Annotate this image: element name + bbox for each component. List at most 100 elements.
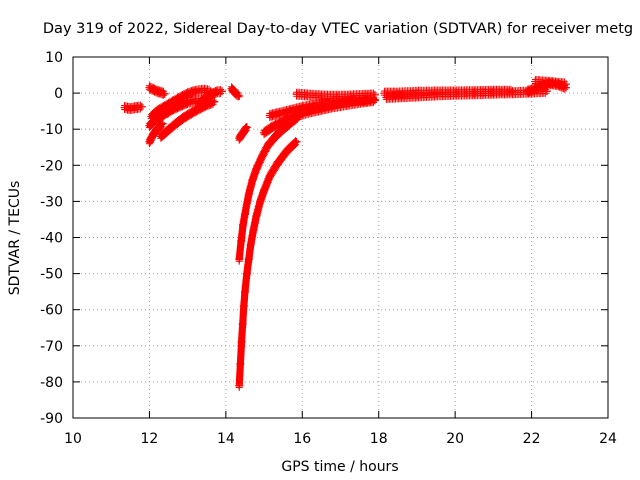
x-axis-label: GPS time / hours — [281, 459, 398, 475]
data-point — [265, 111, 274, 120]
data-point — [198, 86, 207, 95]
data-point — [542, 78, 551, 87]
data-point — [302, 90, 311, 99]
series-arc-k — [235, 137, 301, 391]
data-point — [195, 99, 204, 108]
series-arc-i — [235, 123, 251, 144]
series-arc-a — [120, 101, 146, 115]
data-point — [176, 101, 184, 110]
data-point — [156, 132, 165, 141]
y-axis-label: SDTVAR / TECUs — [7, 181, 23, 296]
data-point — [554, 79, 563, 88]
data-point — [235, 134, 244, 143]
data-point — [145, 83, 154, 92]
data-point — [321, 99, 330, 108]
y-tick-label: -90 — [40, 411, 63, 427]
data-point — [523, 87, 532, 96]
data-point — [244, 190, 253, 199]
y-tick-label: -60 — [40, 303, 63, 319]
data-point — [470, 87, 479, 96]
data-point — [380, 89, 389, 98]
data-point — [263, 141, 272, 150]
data-point — [451, 88, 460, 97]
x-tick-label: 20 — [446, 431, 464, 447]
data-point — [260, 128, 269, 137]
data-point — [332, 92, 341, 101]
data-point — [160, 110, 169, 119]
data-point — [187, 108, 196, 117]
data-point — [317, 91, 326, 100]
data-point — [292, 90, 301, 99]
data-point — [212, 88, 221, 97]
data-point — [275, 119, 284, 128]
axis-ticks: 10 12 14 16 18 20 22 24 10 0 -10 -20 -30 -40 -50 -60 -70… — [40, 50, 617, 447]
series-arc-p — [380, 85, 517, 99]
series-arc-r — [531, 76, 570, 90]
x-tick-label: 22 — [523, 431, 541, 447]
data-point — [132, 103, 141, 112]
data-point — [153, 125, 162, 134]
data-point — [265, 172, 274, 181]
data-point — [237, 237, 246, 246]
data-point — [137, 102, 146, 111]
data-point — [218, 87, 227, 96]
data-point — [237, 338, 246, 347]
data-point — [153, 87, 162, 96]
data-point — [363, 91, 372, 100]
data-point — [246, 240, 255, 249]
y-tick-label: -20 — [40, 158, 63, 174]
x-tick-label: 24 — [599, 431, 617, 447]
data-point — [145, 121, 154, 130]
data-point — [393, 89, 402, 98]
data-point — [275, 109, 284, 118]
data-point — [256, 197, 265, 206]
y-tick-label: 10 — [45, 50, 63, 66]
data-point — [240, 287, 249, 296]
data-point — [370, 90, 379, 99]
data-point — [508, 87, 517, 96]
data-point — [153, 114, 162, 123]
data-points — [120, 76, 570, 391]
data-point — [252, 211, 261, 220]
data-point — [531, 77, 540, 86]
data-point — [271, 132, 280, 141]
data-point — [158, 119, 167, 128]
data-point — [168, 105, 177, 114]
data-point — [239, 302, 248, 311]
data-point — [242, 123, 251, 132]
data-point — [238, 320, 247, 329]
data-point — [260, 186, 269, 195]
data-point — [283, 115, 291, 124]
data-point — [283, 146, 291, 155]
data-point — [191, 87, 200, 96]
data-point — [149, 85, 158, 94]
data-point — [309, 101, 318, 110]
x-tick-label: 12 — [141, 431, 159, 447]
y-tick-label: -10 — [40, 122, 63, 138]
data-point — [298, 103, 307, 112]
data-point — [244, 255, 253, 264]
data-point — [347, 91, 356, 100]
y-tick-label: -30 — [40, 194, 63, 210]
data-point — [258, 152, 267, 161]
data-point — [561, 80, 570, 89]
x-tick-label: 18 — [370, 431, 388, 447]
data-point — [206, 90, 215, 99]
data-point — [179, 113, 188, 122]
data-point — [249, 226, 258, 235]
data-point — [240, 210, 249, 219]
x-tick-label: 10 — [64, 431, 82, 447]
data-point — [227, 84, 236, 93]
x-tick-label: 14 — [217, 431, 235, 447]
data-point — [412, 88, 421, 97]
data-point — [235, 255, 244, 264]
series-arc-g — [195, 86, 227, 110]
data-point — [164, 125, 173, 134]
y-tick-label: -70 — [40, 339, 63, 355]
data-point — [183, 98, 192, 107]
series-arc-b — [145, 82, 169, 99]
data-point — [292, 137, 301, 146]
